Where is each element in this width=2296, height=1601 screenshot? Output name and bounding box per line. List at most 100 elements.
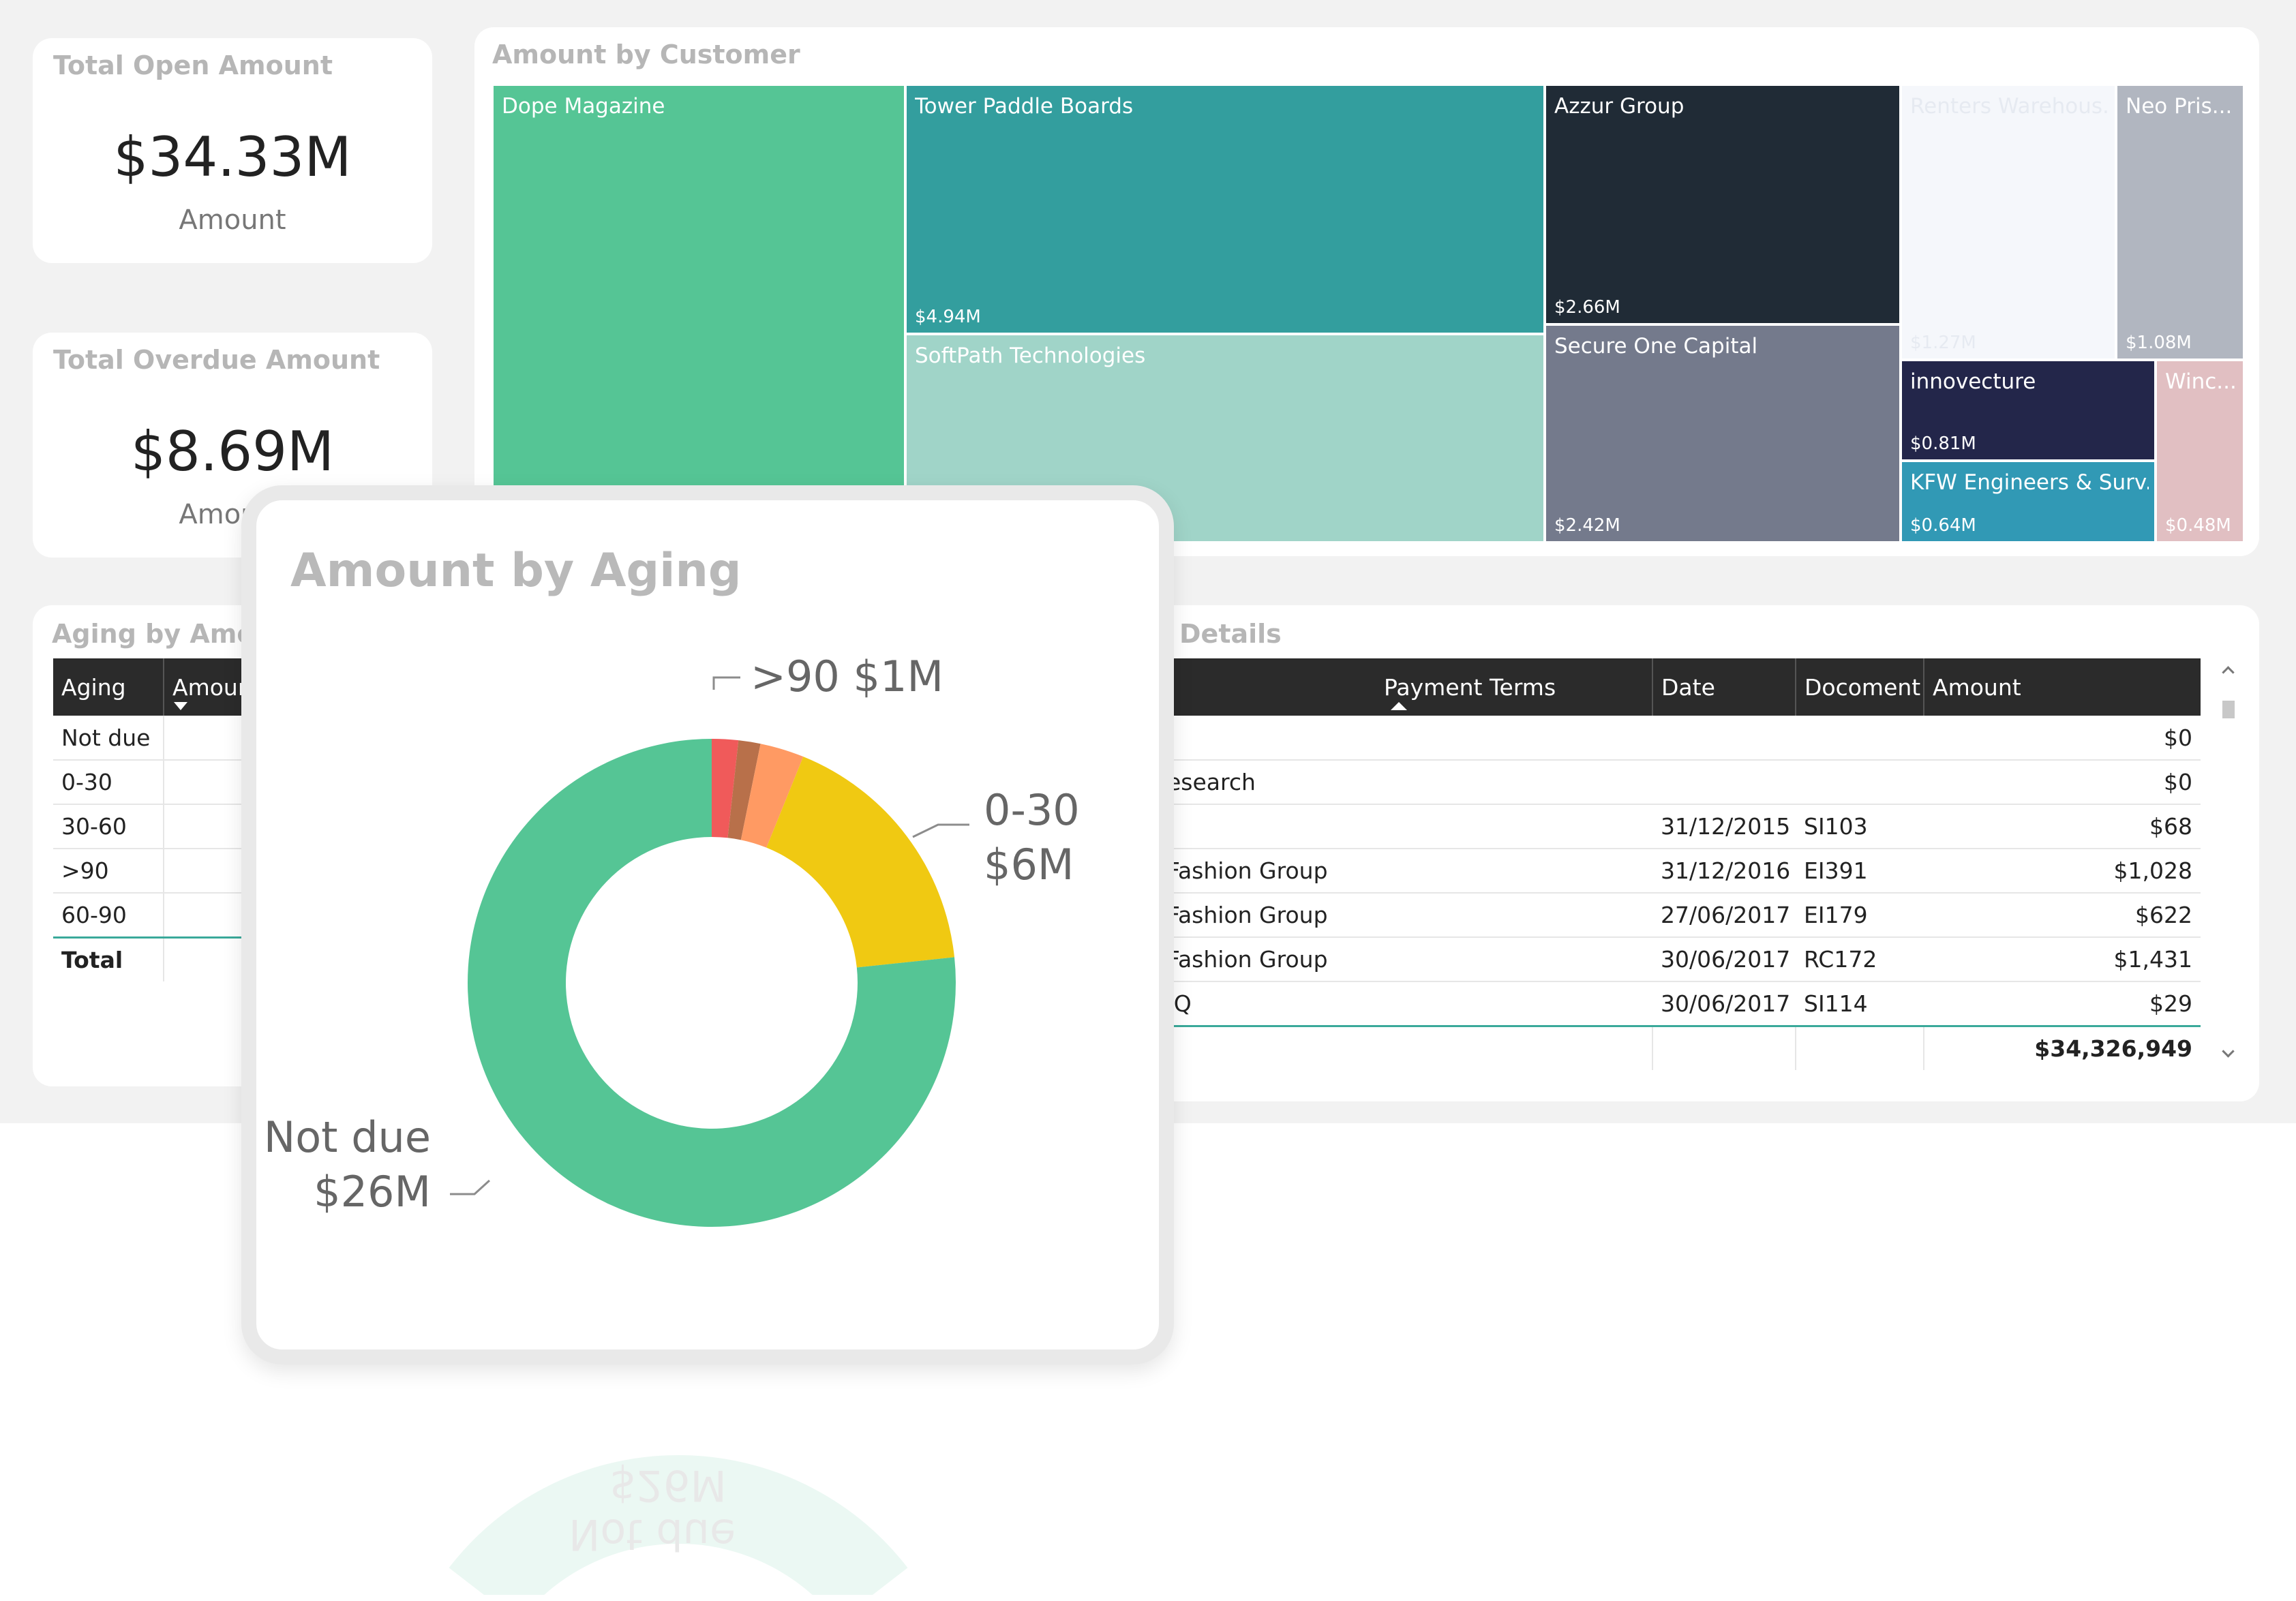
aging-cell: 30-60 <box>53 804 164 849</box>
document-cell: EI179 <box>1796 893 1924 938</box>
table-row[interactable]: Fashion Group 27/06/2017 EI179 $622 <box>1156 893 2201 938</box>
data-label: $26M <box>314 1167 431 1217</box>
table-row[interactable]: 30-60 <box>53 804 266 849</box>
amount-cell: $0 <box>1924 716 2201 761</box>
table-row[interactable]: 31/12/2015 SI103 $68 <box>1156 804 2201 849</box>
treemap-tile[interactable]: Neo Pris... $1.08M <box>2116 85 2244 360</box>
visual-title: Amount by Customer <box>492 40 800 70</box>
tile-label: Dope Magazine <box>502 94 665 119</box>
table-row[interactable]: 0-30 <box>53 760 266 805</box>
table-row[interactable]: Fashion Group 31/12/2016 EI391 $1,028 <box>1156 849 2201 894</box>
treemap-tile[interactable]: Dope Magazine <box>492 85 905 543</box>
amount-cell: $68 <box>1924 804 2201 849</box>
treemap-tile[interactable]: Renters Warehous... $1.27M <box>1901 85 2116 360</box>
card-reflection: $26M Not due <box>241 1370 1174 1595</box>
treemap-tile[interactable]: innovecture $0.81M <box>1901 360 2156 461</box>
aging-cell: >90 <box>53 849 164 894</box>
column-header-amount[interactable]: Amount <box>1924 658 2201 716</box>
treemap-tile[interactable]: Azzur Group $2.66M <box>1545 85 1901 324</box>
tile-label: SoftPath Technologies <box>915 344 1146 368</box>
treemap-tile[interactable]: Tower Paddle Boards $4.94M <box>905 85 1545 334</box>
aging-cell: 0-30 <box>53 760 164 805</box>
tile-value: $1.08M <box>2126 333 2192 353</box>
reflection-label: Not due <box>569 1510 736 1559</box>
amount-by-customer-visual: Amount by Customer Dope Magazine Tower P… <box>474 27 2259 556</box>
date-cell: 27/06/2017 <box>1652 893 1796 938</box>
reflection-label: $26M <box>609 1461 727 1510</box>
column-header-payment-terms[interactable]: Payment Terms <box>1156 658 1653 716</box>
data-label: $6M <box>984 840 1074 889</box>
table-row[interactable]: Fashion Group 30/06/2017 RC172 $1,431 <box>1156 937 2201 982</box>
table-row[interactable]: Not due <box>53 716 266 761</box>
document-cell: SI103 <box>1796 804 1924 849</box>
table-row[interactable]: $0 <box>1156 716 2201 761</box>
data-label-0-30: 0-30 $6M <box>912 785 1080 889</box>
column-header-date[interactable]: Date <box>1652 658 1796 716</box>
column-header-label: Payment Terms <box>1384 673 1556 701</box>
donut-slice-30-60[interactable] <box>740 744 804 848</box>
column-header-document[interactable]: Docoment <box>1796 658 1924 716</box>
document-cell: RC172 <box>1796 937 1924 982</box>
treemap-tile[interactable]: Winc... $0.48M <box>2156 360 2244 543</box>
date-cell: 31/12/2016 <box>1652 849 1796 894</box>
tile-value: $2.66M <box>1554 297 1620 318</box>
table-row[interactable]: esearch $0 <box>1156 760 2201 805</box>
document-cell <box>1796 760 1924 805</box>
tile-label: Tower Paddle Boards <box>915 94 1134 119</box>
document-cell <box>1796 716 1924 761</box>
customer-cell: Fashion Group <box>1156 937 1652 982</box>
column-header-aging[interactable]: Aging <box>53 658 164 716</box>
date-cell <box>1652 716 1796 761</box>
details-table: Payment Terms Date Docoment Amount $0 es… <box>1156 658 2201 1070</box>
tile-label: Winc... <box>2165 369 2237 394</box>
card-title: Total Open Amount <box>53 50 333 80</box>
treemap-tile[interactable]: Secure One Capital $2.42M <box>1545 324 1901 543</box>
data-label: >90 $1M <box>751 652 943 701</box>
tile-label: Secure One Capital <box>1554 334 1758 359</box>
column-header-label: Amour <box>172 673 247 701</box>
customer-cell: Fashion Group <box>1156 893 1652 938</box>
visual-title: Details <box>1179 619 1282 649</box>
amount-cell: $0 <box>1924 760 2201 805</box>
aging-table: Aging Amour Not due 0-30 30-60 >90 60-90… <box>53 658 267 981</box>
treemap-tile[interactable]: KFW Engineers & Surv... $0.64M <box>1901 461 2156 543</box>
card-title: Total Overdue Amount <box>53 345 380 375</box>
donut-chart <box>467 739 956 1227</box>
visual-title: Aging by Amou <box>52 619 273 649</box>
kpi-label: Amount <box>179 204 286 236</box>
sort-descending-icon <box>174 702 187 710</box>
tile-label: Renters Warehous... <box>1910 94 2109 119</box>
tile-label: innovecture <box>1910 369 2036 394</box>
date-cell: 30/06/2017 <box>1652 937 1796 982</box>
scroll-up-icon[interactable] <box>2222 666 2235 679</box>
tile-value: $0.64M <box>1910 515 1976 536</box>
tile-value: $4.94M <box>915 307 981 327</box>
customer-cell <box>1156 716 1652 761</box>
amount-by-aging-focus-card[interactable]: Amount by Aging >90 $1M 0-30 $6M Not due… <box>241 485 1174 1364</box>
aging-cell: 60-90 <box>53 893 164 939</box>
data-label-not-due: Not due $26M <box>264 1112 491 1217</box>
date-cell: 30/06/2017 <box>1652 981 1796 1027</box>
document-cell: SI114 <box>1796 981 1924 1027</box>
tile-value: $1.27M <box>1910 333 1976 353</box>
scrollbar-thumb[interactable] <box>2222 701 2235 718</box>
kpi-value: $8.69M <box>130 420 335 483</box>
details-visual: Details Payment Terms Date Docoment Amou… <box>1091 605 2259 1101</box>
scroll-down-icon[interactable] <box>2222 1045 2235 1058</box>
tile-value: $0.48M <box>2165 515 2231 536</box>
customer-cell: Fashion Group <box>1156 849 1652 894</box>
donut-slice-not-due[interactable] <box>467 739 956 1227</box>
table-row[interactable]: 60-90 <box>53 893 266 939</box>
amount-by-aging-chart: Amount by Aging >90 $1M 0-30 $6M Not due… <box>264 544 1080 1227</box>
vertical-scrollbar[interactable] <box>2221 658 2236 1074</box>
tile-label: KFW Engineers & Surv... <box>1910 470 2149 495</box>
kpi-value: $34.33M <box>113 125 352 189</box>
table-row[interactable]: IQ 30/06/2017 SI114 $29 <box>1156 981 2201 1027</box>
donut-slice--90[interactable] <box>712 739 739 838</box>
donut-slice-0-30[interactable] <box>766 757 955 968</box>
donut-slice-60-90[interactable] <box>727 740 761 840</box>
total-overdue-amount-card: Total Overdue Amount $8.69M Amount <box>33 333 432 558</box>
data-label: 0-30 <box>984 785 1080 835</box>
table-row[interactable]: >90 <box>53 849 266 894</box>
amount-cell: $1,028 <box>1924 849 2201 894</box>
